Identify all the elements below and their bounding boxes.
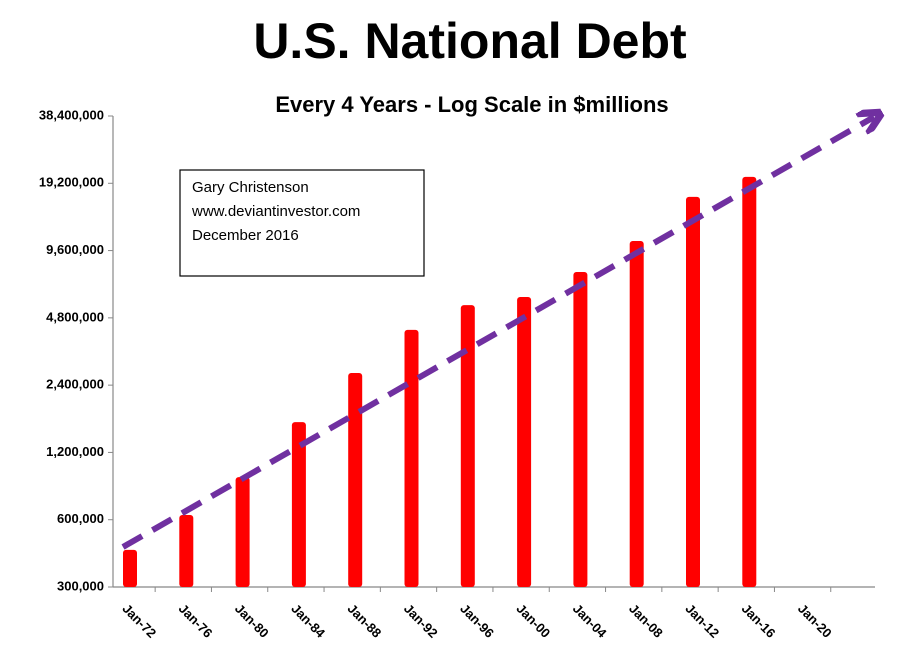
x-tick-label: Jan-88	[345, 601, 385, 641]
x-tick-label: Jan-84	[288, 601, 328, 641]
bar	[686, 196, 700, 587]
chart-subtitle: Every 4 Years - Log Scale in $millions	[275, 92, 668, 117]
y-tick-label: 600,000	[57, 511, 104, 526]
bar	[123, 549, 137, 587]
annotation-text: www.deviantinvestor.com	[191, 203, 360, 220]
bar	[235, 477, 250, 587]
x-tick-label: Jan-20	[795, 601, 835, 641]
y-tick-label: 300,000	[57, 578, 104, 593]
x-tick-label: Jan-08	[626, 601, 666, 641]
x-tick-label: Jan-16	[739, 601, 779, 641]
annotation-text: Gary Christenson	[192, 179, 309, 196]
bar	[742, 176, 757, 587]
x-tick-label: Jan-72	[119, 601, 159, 641]
y-tick-label: 4,800,000	[46, 309, 104, 324]
bar	[291, 422, 306, 587]
chart-title: U.S. National Debt	[253, 13, 687, 69]
x-tick-label: Jan-96	[457, 601, 497, 641]
x-tick-label: Jan-04	[570, 601, 610, 641]
x-tick-label: Jan-80	[232, 601, 272, 641]
x-tick-label: Jan-12	[682, 601, 722, 641]
y-tick-label: 2,400,000	[46, 377, 104, 392]
y-tick-label: 19,200,000	[39, 175, 104, 190]
x-tick-label: Jan-00	[514, 601, 554, 641]
bar	[404, 329, 419, 587]
x-tick-label: Jan-76	[176, 601, 216, 641]
x-tick-label: Jan-92	[401, 601, 441, 641]
bar	[573, 271, 588, 587]
annotation-box	[179, 169, 425, 277]
y-tick-label: 1,200,000	[46, 444, 104, 459]
y-tick-label: 38,400,000	[39, 107, 104, 122]
trend-arrow	[121, 117, 874, 550]
annotation-text: December 2016	[192, 227, 299, 244]
y-tick-label: 9,600,000	[46, 242, 104, 257]
bar	[629, 240, 644, 588]
bar	[517, 297, 532, 587]
bar	[348, 372, 363, 587]
bar	[460, 305, 475, 587]
bar	[179, 514, 194, 587]
